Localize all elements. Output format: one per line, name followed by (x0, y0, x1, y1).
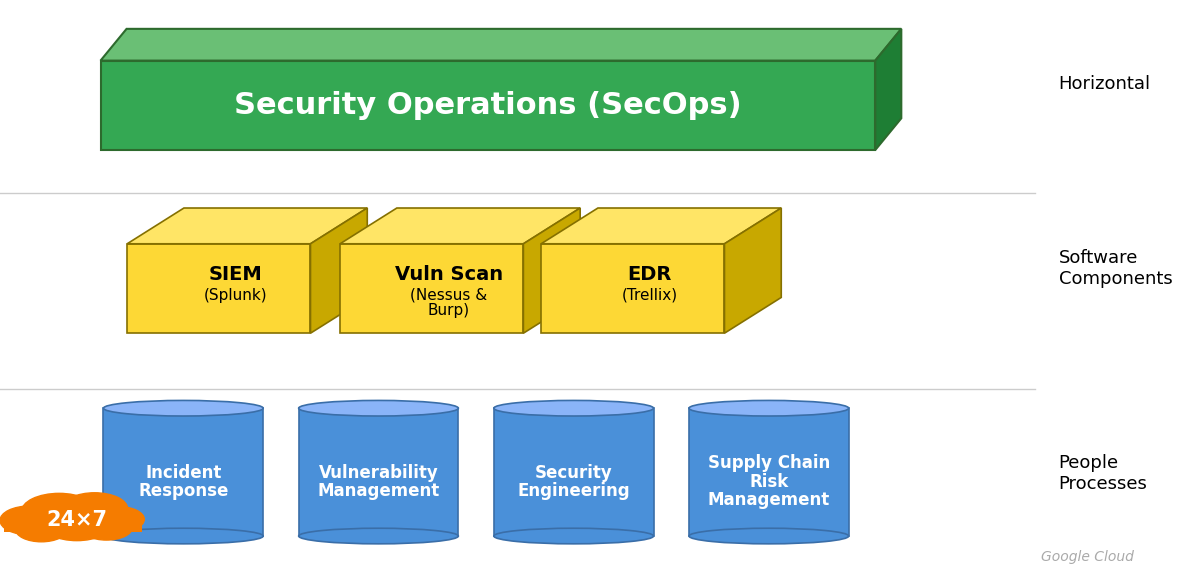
Text: Response: Response (138, 482, 229, 500)
Text: Vulnerability: Vulnerability (319, 463, 439, 482)
Text: Google Cloud: Google Cloud (1041, 550, 1134, 564)
Text: Engineering: Engineering (517, 482, 629, 500)
Text: (Trellix): (Trellix) (622, 288, 677, 303)
Ellipse shape (494, 529, 653, 544)
Ellipse shape (103, 529, 263, 544)
Text: Management: Management (707, 491, 830, 509)
Text: 24×7: 24×7 (47, 511, 108, 530)
Text: Risk: Risk (749, 473, 789, 491)
Polygon shape (127, 243, 311, 334)
Polygon shape (689, 409, 849, 536)
Ellipse shape (689, 400, 849, 416)
Ellipse shape (103, 400, 263, 416)
Ellipse shape (494, 400, 653, 416)
Text: Security: Security (535, 463, 613, 482)
Polygon shape (724, 208, 782, 334)
Text: Management: Management (318, 482, 440, 500)
Polygon shape (127, 208, 367, 243)
Circle shape (61, 493, 128, 525)
Text: Horizontal: Horizontal (1059, 74, 1151, 93)
Circle shape (22, 493, 97, 530)
Circle shape (16, 516, 67, 542)
Polygon shape (101, 29, 902, 61)
Polygon shape (101, 61, 875, 150)
Ellipse shape (299, 529, 458, 544)
Polygon shape (541, 243, 724, 334)
Polygon shape (299, 409, 458, 536)
Text: People
Processes: People Processes (1059, 454, 1147, 493)
Polygon shape (524, 208, 580, 334)
Ellipse shape (689, 529, 849, 544)
Circle shape (0, 506, 59, 535)
Circle shape (92, 507, 144, 532)
Polygon shape (875, 29, 902, 150)
Text: Software
Components: Software Components (1059, 249, 1173, 288)
Ellipse shape (299, 400, 458, 416)
Polygon shape (311, 208, 367, 334)
Text: EDR: EDR (627, 265, 671, 283)
Text: SIEM: SIEM (209, 265, 263, 283)
Text: Security Operations (SecOps): Security Operations (SecOps) (234, 91, 742, 120)
Text: Supply Chain: Supply Chain (707, 454, 830, 473)
Polygon shape (4, 520, 141, 532)
Text: (Nessus &: (Nessus & (410, 288, 487, 303)
Polygon shape (541, 208, 782, 243)
Text: (Splunk): (Splunk) (204, 288, 267, 303)
Text: Burp): Burp) (428, 303, 470, 318)
Circle shape (42, 506, 113, 541)
Polygon shape (494, 409, 653, 536)
Text: Vuln Scan: Vuln Scan (394, 265, 502, 283)
Polygon shape (103, 409, 263, 536)
Text: Incident: Incident (145, 463, 222, 482)
Circle shape (80, 515, 132, 540)
Polygon shape (341, 243, 524, 334)
Polygon shape (341, 208, 580, 243)
